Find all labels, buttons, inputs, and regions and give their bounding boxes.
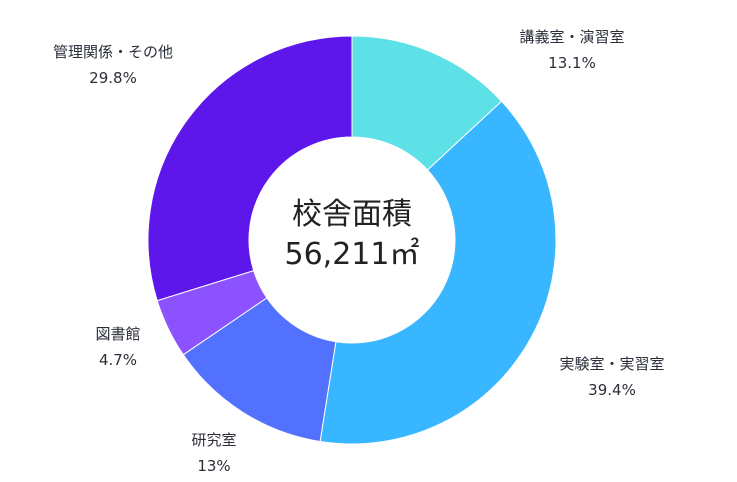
center-title: 校舎面積 xyxy=(292,197,412,232)
slice-value-label: 39.4% xyxy=(588,381,636,399)
chart-slices xyxy=(147,35,557,445)
slice-value-label: 13.1% xyxy=(548,54,596,72)
slice-name-label: 研究室 xyxy=(191,431,236,449)
slice-value-label: 29.8% xyxy=(89,69,137,87)
slice-value-label: 13% xyxy=(197,457,230,475)
slice-name-label: 管理関係・その他 xyxy=(53,43,173,61)
slice-name-label: 講義室・演習室 xyxy=(519,28,624,46)
chart-labels: 講義室・演習室 13.1% 実験室・実習室 39.4% 研究室 13% 図書館 4.7% 管理関… xyxy=(53,28,665,475)
slice-value-label: 4.7% xyxy=(99,351,137,369)
slice-2 xyxy=(319,100,557,445)
slice-name-label: 実験室・実習室 xyxy=(559,355,664,373)
center-total: 56,211㎡ xyxy=(285,237,420,272)
slice-5 xyxy=(147,35,353,302)
slice-name-label: 図書館 xyxy=(95,325,140,343)
